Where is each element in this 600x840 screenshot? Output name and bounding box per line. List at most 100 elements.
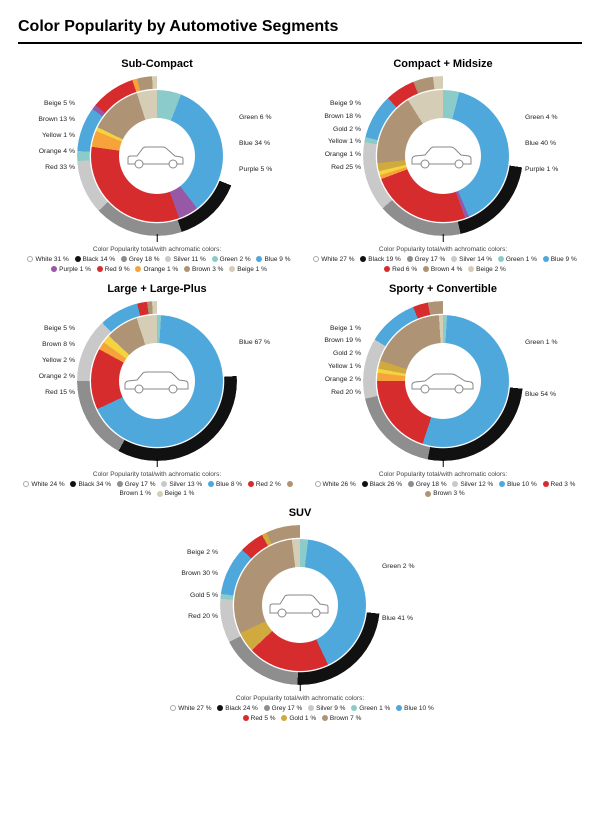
legend-text-blue: Blue 10 %	[507, 481, 538, 488]
chart-title: Sporty + Convertible	[304, 283, 582, 295]
legend: Color Popularity total/with achromatic c…	[304, 246, 582, 275]
legend-text-grey: Grey 17 %	[272, 705, 305, 712]
legend-title: Color Popularity total/with achromatic c…	[18, 246, 296, 253]
slice-label-green: Green 2 %	[382, 563, 415, 570]
legend-text-gold: Gold 1 %	[289, 715, 318, 722]
legend-text-grey: Grey 18 %	[416, 481, 449, 488]
legend-text-black: Black 24 %	[225, 705, 259, 712]
chart-compact-midsize: Compact + Midsize Beige 9 %Brown 18 %Gold…	[304, 58, 582, 275]
slice-label-beige: Beige 5 %	[44, 325, 75, 332]
legend-dot-black	[217, 705, 223, 711]
legend: Color Popularity total/with achromatic c…	[304, 471, 582, 500]
legend-text-black: Black 14 %	[83, 256, 117, 263]
legend-text-brown: Brown 7 %	[330, 715, 361, 722]
slice-label-brown: Brown 19 %	[324, 337, 361, 344]
legend-text-blue: Blue 8 %	[216, 481, 244, 488]
legend-text-silver: Silver 9 %	[316, 705, 347, 712]
legend-text-brown: Brown 1 %	[120, 490, 153, 497]
legend-dot-red	[543, 481, 549, 487]
legend-title: Color Popularity total/with achromatic c…	[304, 246, 582, 253]
slice-label-orange: Orange 2 %	[325, 376, 361, 383]
slice-label-blue: Blue 67 %	[239, 339, 270, 346]
chart-suv: SUV Beige 2 %Brown 30 %Gold 5 %Red 20 %Gr…	[161, 507, 439, 724]
chart-title: SUV	[161, 507, 439, 519]
legend-text-black: Black 34 %	[78, 481, 112, 488]
slice-label-purple: Purple 1 %	[525, 166, 558, 173]
legend-dot-white	[23, 481, 29, 487]
legend-dot-grey	[408, 481, 414, 487]
pie: Beige 1 %Brown 19 %Gold 2 %Yellow 1 %Ora…	[363, 301, 523, 461]
legend-dot-white	[313, 256, 319, 262]
legend-dot-red	[248, 481, 254, 487]
slice-label-green: Green 1 %	[525, 339, 558, 346]
legend-title: Color Popularity total/with achromatic c…	[18, 471, 296, 478]
legend-text-green: Green 1 %	[359, 705, 392, 712]
slice-label-red: Red 33 %	[45, 164, 75, 171]
legend-text-brown: Brown 4 %	[431, 266, 464, 273]
legend-dot-black	[70, 481, 76, 487]
connector	[157, 459, 158, 467]
slice-label-beige: Beige 5 %	[44, 100, 75, 107]
slice-label-yellow: Yellow 1 %	[328, 363, 361, 370]
legend-text-black: Black 26 %	[370, 481, 404, 488]
connector	[157, 234, 158, 242]
labels: Beige 5 %Brown 13 %Yellow 1 %Orange 4 %R…	[77, 76, 237, 236]
legend-dot-grey	[264, 705, 270, 711]
slice-label-red: Red 20 %	[331, 389, 361, 396]
slice-label-blue: Blue 40 %	[525, 140, 556, 147]
legend-text-purple: Purple 1 %	[59, 266, 93, 273]
divider	[18, 42, 582, 44]
slice-label-beige: Beige 1 %	[330, 325, 361, 332]
legend-text-white: White 27 %	[321, 256, 356, 263]
legend-text-silver: Silver 14 %	[459, 256, 494, 263]
legend-text-white: White 26 %	[323, 481, 358, 488]
legend-text-grey: Grey 18 %	[129, 256, 162, 263]
legend-dot-blue	[543, 256, 549, 262]
chart-sub-compact: Sub-CompactBeige 5 %Brown 13 %Yellow 1 %…	[18, 58, 296, 275]
legend-text-grey: Grey 17 %	[125, 481, 158, 488]
slice-label-orange: Orange 4 %	[39, 148, 75, 155]
legend-text-silver: Silver 13 %	[169, 481, 204, 488]
legend-dot-red	[97, 266, 103, 272]
charts-grid: Sub-CompactBeige 5 %Brown 13 %Yellow 1 %…	[18, 58, 582, 732]
legend-dot-blue	[256, 256, 262, 262]
legend-dot-blue	[208, 481, 214, 487]
slice-label-red: Red 20 %	[188, 613, 218, 620]
legend-text-silver: Silver 12 %	[460, 481, 495, 488]
legend-dot-blue	[499, 481, 505, 487]
slice-label-yellow: Yellow 2 %	[42, 357, 75, 364]
legend-dot-green	[351, 705, 357, 711]
legend-text-beige: Beige 1 %	[165, 490, 195, 497]
legend-text-blue: Blue 10 %	[404, 705, 434, 712]
pie: Beige 9 %Brown 18 %Gold 2 %Yellow 1 %Ora…	[363, 76, 523, 236]
slice-label-brown: Brown 30 %	[181, 570, 218, 577]
legend-dot-brown	[425, 491, 431, 497]
chart-title: Compact + Midsize	[304, 58, 582, 70]
legend-text-brown: Brown 3 %	[433, 490, 464, 497]
connector	[443, 234, 444, 242]
legend-dot-silver	[161, 481, 167, 487]
slice-label-gold: Gold 2 %	[333, 350, 361, 357]
legend-dot-white	[315, 481, 321, 487]
legend-text-grey: Grey 17 %	[415, 256, 448, 263]
slice-label-yellow: Yellow 1 %	[328, 138, 361, 145]
chart-sporty: Sporty + ConvertibleBeige 1 %Brown 19 %G…	[304, 283, 582, 500]
legend-text-white: White 24 %	[31, 481, 66, 488]
legend: Color Popularity total/with achromatic c…	[18, 471, 296, 500]
legend-dot-silver	[451, 256, 457, 262]
legend-items: White 24 % Black 34 % Grey 17 % Silver 1…	[18, 480, 296, 500]
pie: Beige 2 %Brown 30 %Gold 5 %Red 20 %Green…	[220, 525, 380, 685]
legend-dot-grey	[407, 256, 413, 262]
slice-label-brown: Brown 18 %	[324, 113, 361, 120]
pie: Beige 5 %Brown 13 %Yellow 1 %Orange 4 %R…	[77, 76, 237, 236]
slice-label-green: Green 4 %	[525, 114, 558, 121]
legend-text-blue: Blue 9 %	[264, 256, 290, 263]
legend-dot-blue	[396, 705, 402, 711]
slice-label-gold: Gold 5 %	[190, 592, 218, 599]
legend-text-green: Green 1 %	[506, 256, 539, 263]
legend-text-white: White 31 %	[35, 256, 70, 263]
legend-title: Color Popularity total/with achromatic c…	[304, 471, 582, 478]
legend-dot-red	[384, 266, 390, 272]
slice-label-purple: Purple 5 %	[239, 166, 272, 173]
legend-dot-silver	[165, 256, 171, 262]
